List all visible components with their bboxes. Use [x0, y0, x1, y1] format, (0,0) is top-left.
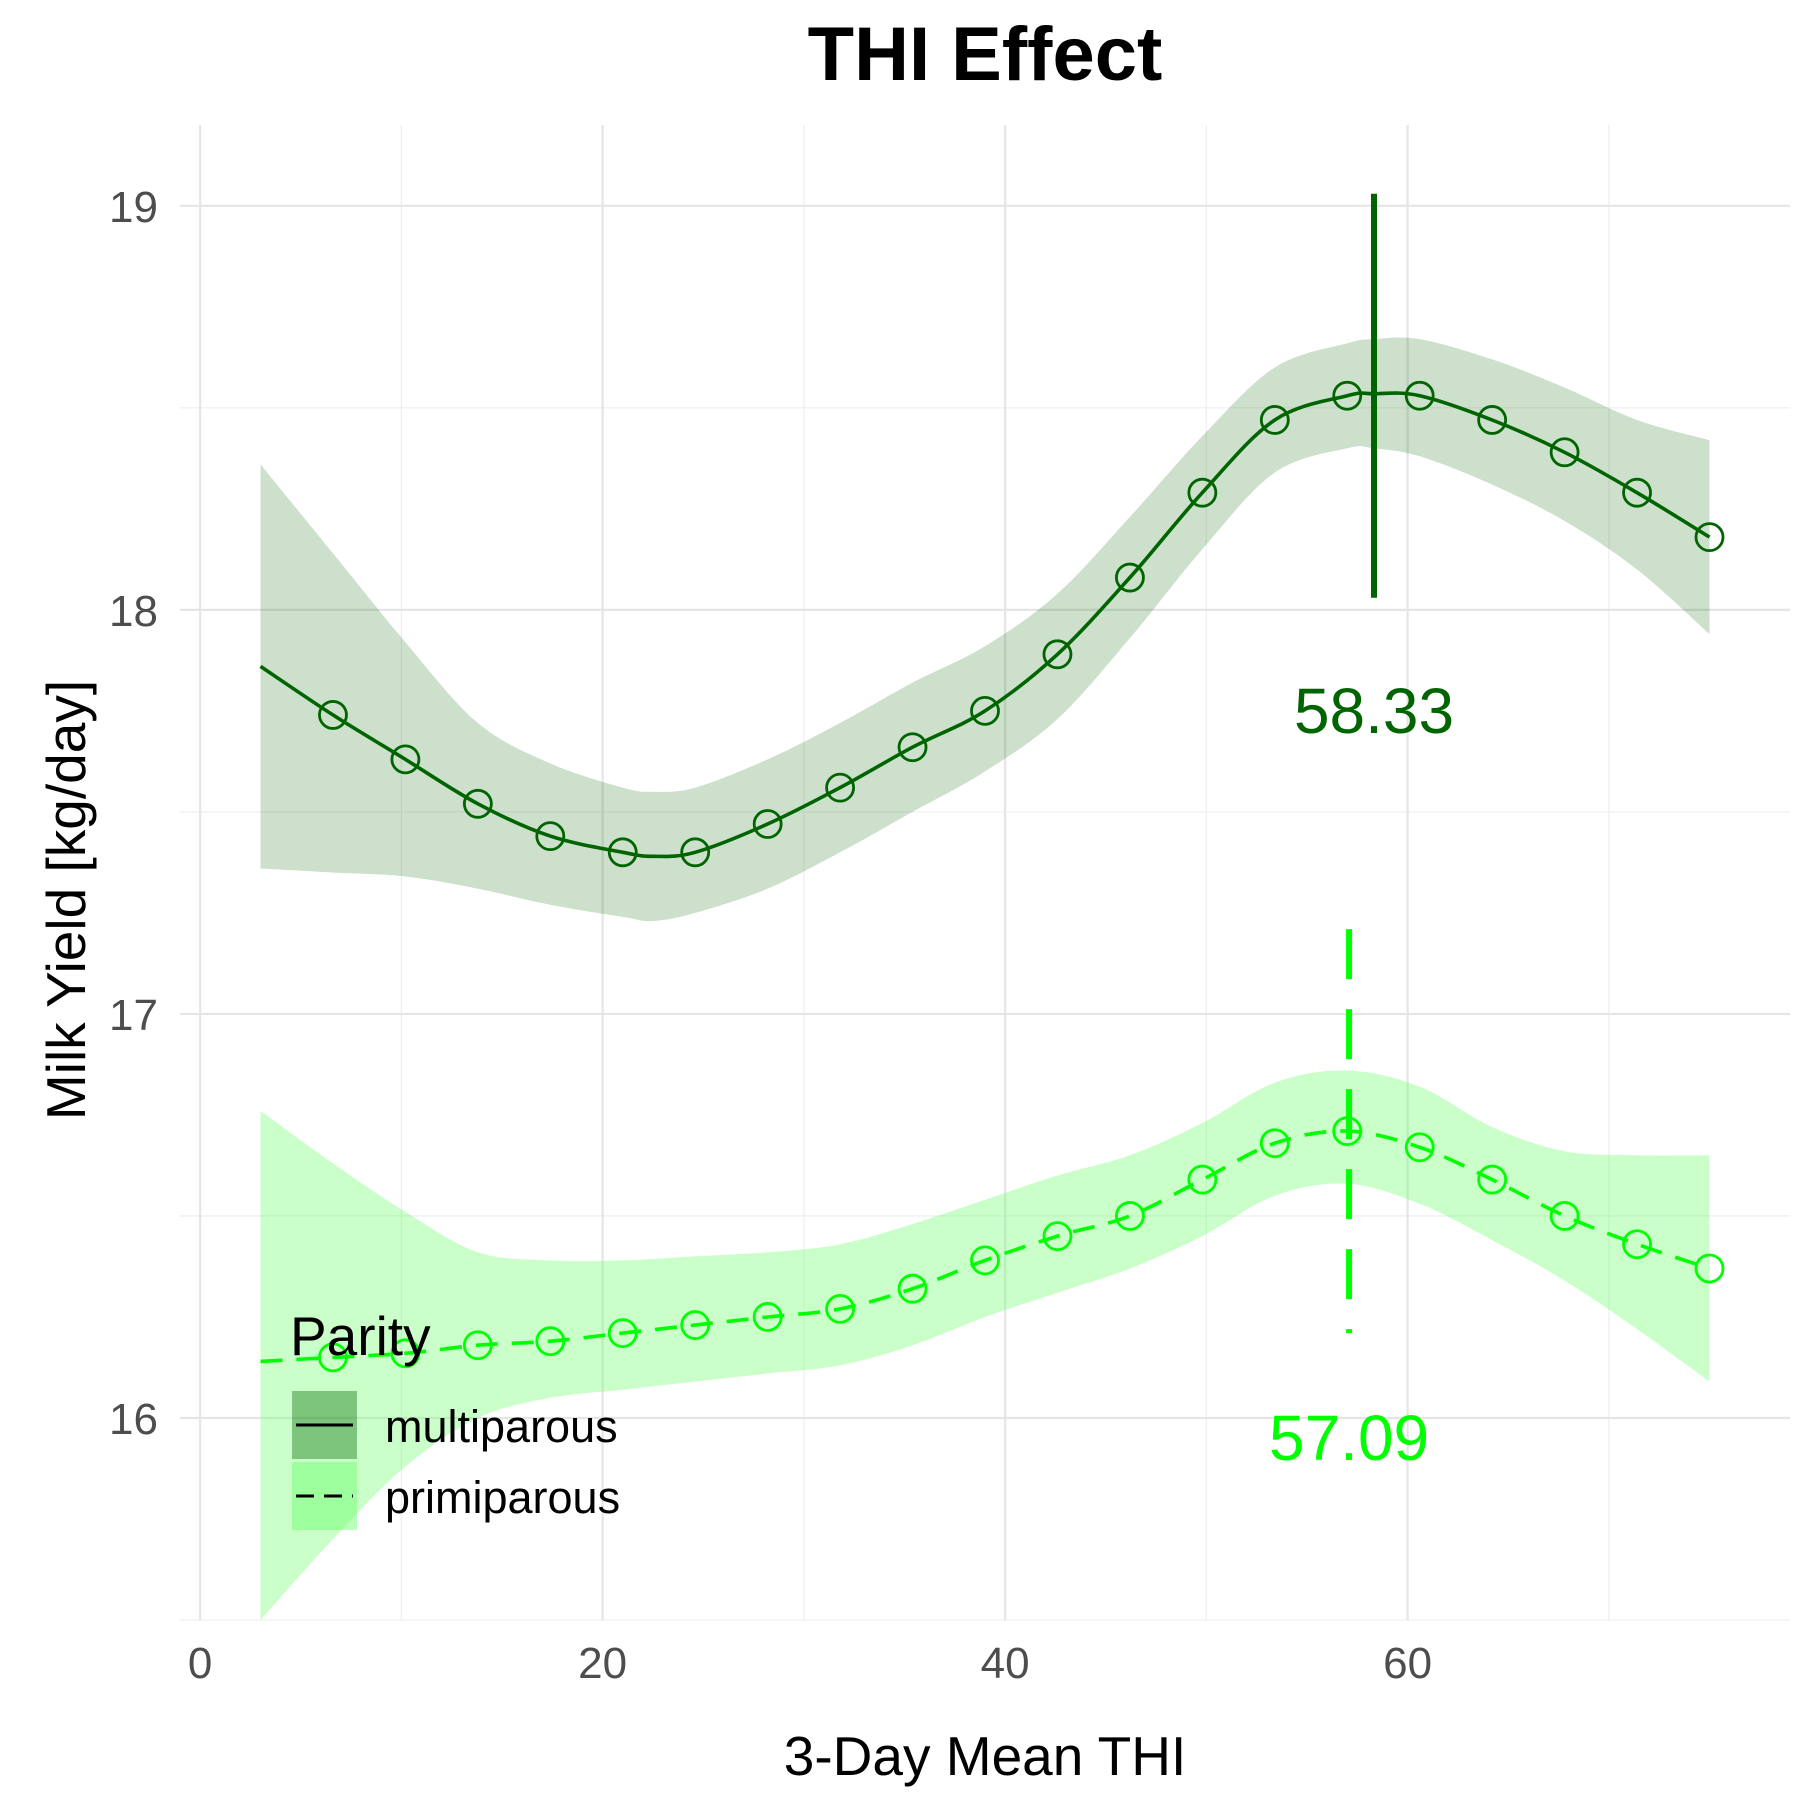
data-point-multiparous: [1259, 405, 1290, 435]
y-axis-title: Milk Yield [kg/day]: [35, 680, 97, 1120]
data-point-multiparous: [462, 788, 493, 819]
data-point-multiparous: [1694, 522, 1725, 553]
data-point-multiparous: [1042, 639, 1073, 670]
legend-label-multiparous: multiparous: [385, 1401, 618, 1452]
x-tick-label: 0: [188, 1639, 212, 1688]
data-point-primiparous: [535, 1326, 566, 1357]
data-point-multiparous: [752, 809, 783, 839]
ci-ribbon-primiparous: [260, 1070, 1710, 1620]
data-point-primiparous: [1549, 1201, 1580, 1231]
x-axis-tick-labels: 0 20 40 60: [188, 1639, 1432, 1688]
data-point-primiparous: [1042, 1221, 1073, 1252]
minor-gridlines: [180, 125, 1790, 1621]
data-point-multiparous: [825, 772, 855, 803]
data-point-primiparous: [1477, 1164, 1508, 1195]
series-lines: [259, 391, 1711, 1364]
data-point-primiparous: [390, 1338, 421, 1369]
data-point-primiparous: [462, 1330, 493, 1361]
data-point-multiparous: [535, 821, 566, 852]
legend-label-primiparous: primiparous: [385, 1472, 620, 1523]
data-point-primiparous: [1259, 1128, 1290, 1159]
data-point-multiparous: [897, 732, 928, 763]
data-point-primiparous: [680, 1310, 711, 1340]
data-point-primiparous: [318, 1342, 348, 1373]
legend-keys: [292, 1391, 357, 1530]
major-gridlines: [180, 125, 1790, 1620]
y-tick-label: 19: [109, 183, 158, 232]
ci-ribbon-multiparous: [260, 337, 1710, 922]
data-point-multiparous: [1115, 562, 1145, 593]
data-point-primiparous: [897, 1273, 928, 1304]
optimum-label-multiparous: 58.33: [1294, 675, 1454, 747]
y-tick-label: 18: [109, 587, 158, 636]
y-axis-tick-labels: 16 17 18 19: [109, 183, 158, 1444]
data-point-multiparous: [1549, 437, 1580, 468]
data-point-multiparous: [970, 695, 1000, 726]
data-point-primiparous: [1187, 1164, 1218, 1195]
chart-title: THI Effect: [808, 12, 1163, 97]
data-point-primiparous: [607, 1318, 638, 1349]
data-point-multiparous: [1187, 477, 1218, 508]
confidence-ribbons: [260, 337, 1710, 1620]
data-point-primiparous: [1622, 1229, 1652, 1260]
x-tick-label: 60: [1383, 1639, 1432, 1688]
data-point-primiparous: [1115, 1201, 1145, 1231]
data-point-multiparous: [1622, 477, 1652, 508]
data-point-multiparous: [318, 700, 348, 730]
x-tick-label: 20: [578, 1639, 627, 1688]
y-tick-label: 17: [109, 991, 158, 1040]
legend: Parity multiparous primiparous: [290, 1305, 620, 1530]
data-point-primiparous: [752, 1302, 783, 1332]
data-point-primiparous: [1694, 1253, 1725, 1284]
data-point-primiparous: [970, 1245, 1000, 1276]
optimum-markers: 58.33 57.09: [1269, 193, 1454, 1474]
data-point-multiparous: [390, 744, 421, 775]
data-point-primiparous: [1404, 1132, 1435, 1163]
data-point-multiparous: [680, 837, 711, 868]
legend-title: Parity: [290, 1305, 431, 1367]
data-point-multiparous: [1404, 380, 1435, 411]
series-line-multiparous: [259, 391, 1711, 859]
data-point-multiparous: [607, 837, 638, 868]
data-point-multiparous: [1332, 380, 1363, 411]
y-tick-label: 16: [109, 1395, 158, 1444]
optimum-label-primiparous: 57.09: [1269, 1402, 1429, 1474]
data-point-primiparous: [825, 1293, 855, 1324]
x-tick-label: 40: [981, 1639, 1030, 1688]
data-point-multiparous: [1477, 405, 1508, 435]
series-points: [318, 380, 1725, 1373]
series-line-primiparous: [260, 1129, 1711, 1364]
x-axis-title: 3-Day Mean THI: [784, 1725, 1186, 1787]
